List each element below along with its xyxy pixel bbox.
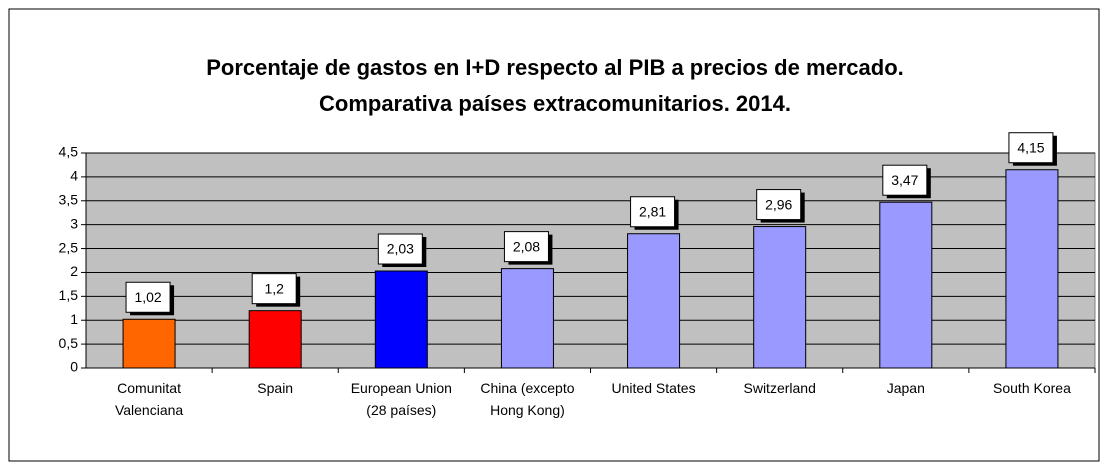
y-tick-label: 2,5 bbox=[59, 239, 79, 255]
x-tick-label: European Union (28 países) bbox=[350, 380, 452, 418]
bar bbox=[1005, 169, 1059, 369]
value-label-box bbox=[882, 164, 928, 196]
plot-area bbox=[85, 152, 1096, 369]
y-tick-label: 3 bbox=[70, 215, 78, 231]
value-label: 2,96 bbox=[765, 196, 792, 212]
value-label-box bbox=[756, 189, 802, 221]
y-tick-label: 1 bbox=[70, 311, 78, 327]
x-tick-label: China (excepto Hong Kong) bbox=[480, 380, 575, 418]
value-label: 2,03 bbox=[387, 241, 414, 257]
bar bbox=[248, 310, 302, 369]
bar bbox=[753, 226, 807, 369]
chart-title: Porcentaje de gastos en I+D respecto al … bbox=[206, 55, 904, 80]
value-label: 3,47 bbox=[891, 172, 918, 188]
bar bbox=[879, 201, 933, 369]
y-tick-label: 1,5 bbox=[59, 287, 79, 303]
bar bbox=[374, 270, 428, 369]
value-label-box bbox=[377, 233, 423, 265]
value-label: 4,15 bbox=[1017, 139, 1044, 155]
bar bbox=[500, 268, 554, 369]
y-tick-label: 0,5 bbox=[59, 335, 79, 351]
x-tick-label: Comunitat Valenciana bbox=[114, 380, 184, 418]
x-tick-label: Spain bbox=[257, 380, 294, 396]
x-tick-label: Japan bbox=[886, 380, 925, 396]
value-label: 1,2 bbox=[264, 280, 284, 296]
y-tick-label: 2 bbox=[70, 263, 78, 279]
bar bbox=[627, 233, 681, 369]
y-tick-label: 0 bbox=[70, 359, 78, 375]
x-tick-label: South Korea bbox=[993, 380, 1071, 396]
y-tick-label: 4 bbox=[70, 168, 78, 184]
x-tick-label: United States bbox=[611, 380, 696, 396]
value-label: 2,08 bbox=[513, 238, 540, 254]
value-label-box bbox=[125, 281, 171, 313]
bar bbox=[122, 318, 176, 369]
value-label-box bbox=[251, 273, 297, 305]
chart-subtitle: Comparativa países extracomunitarios. 20… bbox=[319, 91, 791, 116]
x-tick-label: Switzerland bbox=[743, 380, 816, 396]
value-label-box bbox=[1008, 132, 1054, 164]
value-label-box bbox=[503, 231, 549, 263]
y-tick-label: 3,5 bbox=[59, 191, 79, 207]
value-label: 2,81 bbox=[639, 203, 666, 219]
y-tick-label: 4,5 bbox=[59, 144, 79, 160]
value-label: 1,02 bbox=[134, 289, 161, 305]
value-label-box bbox=[630, 196, 676, 228]
